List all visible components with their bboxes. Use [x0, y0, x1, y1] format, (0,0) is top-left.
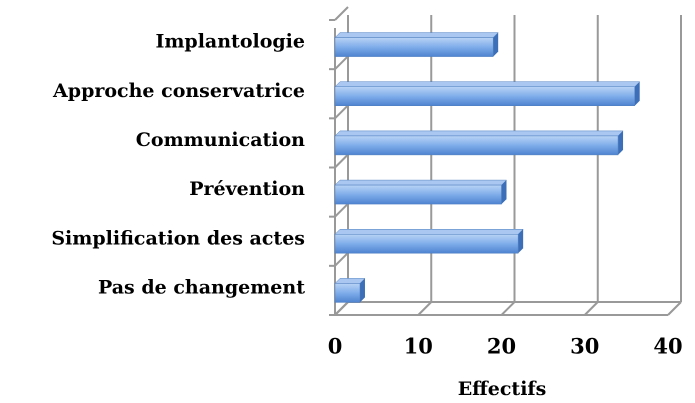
- y-tick-wall: [334, 6, 349, 21]
- bar: [334, 283, 361, 303]
- bar: [334, 86, 635, 106]
- y-tick-label: Implantologie: [155, 31, 305, 53]
- bar-side: [501, 180, 507, 205]
- y-tick-wall: [334, 153, 349, 169]
- x-tick-label: 0: [328, 334, 343, 359]
- y-tick-label: Approche conservatrice: [52, 80, 305, 102]
- bar: [334, 37, 494, 57]
- bar-side: [359, 278, 365, 303]
- y-tick-label: Prévention: [189, 178, 305, 200]
- y-tick-label: Communication: [136, 129, 305, 151]
- x-tick-label: 30: [570, 334, 599, 359]
- x-tick-label: 10: [404, 334, 433, 359]
- y-tick-label: Pas de changement: [98, 276, 305, 298]
- bar-top: [334, 81, 641, 87]
- grid-line-floor: [667, 301, 682, 316]
- grid-line-floor: [500, 301, 516, 316]
- y-tick-wall: [334, 55, 349, 70]
- x-tick-label: 20: [487, 334, 516, 359]
- bar-top: [334, 32, 499, 38]
- x-tick-label: 40: [653, 334, 682, 359]
- grid-line-floor: [584, 301, 599, 316]
- bar-side: [618, 130, 624, 155]
- bar-top: [334, 130, 624, 137]
- y-tick-wall: [334, 202, 349, 218]
- bar: [334, 135, 619, 156]
- bar-top: [334, 229, 524, 235]
- bar: [334, 234, 519, 254]
- bar-top: [334, 179, 508, 186]
- bar-side: [493, 32, 499, 57]
- grid-line-floor: [417, 301, 432, 316]
- x-axis-title: Effectifs: [458, 378, 547, 400]
- y-tick-wall: [334, 252, 349, 267]
- bar-top: [334, 278, 366, 284]
- y-tick-wall: [334, 104, 349, 120]
- bar-side: [518, 229, 524, 254]
- y-tick-wall: [334, 301, 349, 316]
- bar: [334, 184, 502, 205]
- bar-side: [634, 81, 640, 106]
- y-tick-label: Simplification des actes: [51, 227, 305, 249]
